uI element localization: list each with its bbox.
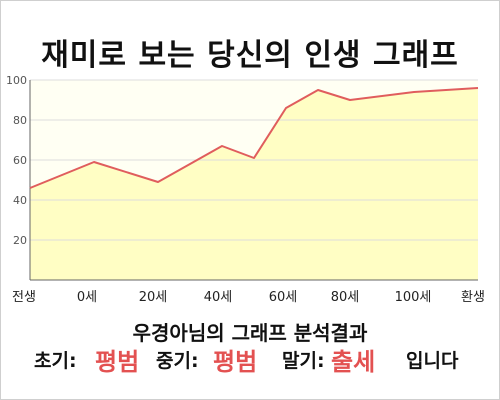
- mid-value: 평범: [213, 348, 258, 376]
- late-value: 출세: [331, 348, 376, 376]
- x-tick-label: 80세: [331, 290, 360, 305]
- x-tick-label: 0세: [77, 290, 97, 305]
- y-tick-label: 80: [13, 114, 27, 127]
- x-tick-label: 환생: [461, 290, 485, 305]
- x-tick-label: 60세: [269, 290, 298, 305]
- ending-text: 입니다: [406, 350, 459, 372]
- area-fill: [30, 88, 478, 280]
- y-tick-label: 100: [6, 74, 27, 87]
- series-line: [29, 87, 479, 189]
- y-tick-label: 60: [13, 154, 27, 167]
- y-tick-label: 20: [13, 234, 27, 247]
- x-tick-label: 40세: [204, 290, 233, 305]
- y-tick-label: 40: [13, 194, 27, 207]
- mid-label: 중기:: [156, 350, 199, 372]
- early-label: 초기:: [34, 350, 77, 372]
- chart-title: 재미로 보는 당신의 인생 그래프: [41, 38, 459, 73]
- late-label: 말기:: [282, 350, 325, 372]
- x-tick-label: 전생: [12, 290, 36, 305]
- early-value: 평범: [95, 348, 140, 376]
- analysis-subtitle: 우경아님의 그래프 분석결과: [132, 321, 368, 345]
- x-tick-label: 20세: [139, 290, 168, 305]
- x-tick-label: 100세: [395, 290, 432, 305]
